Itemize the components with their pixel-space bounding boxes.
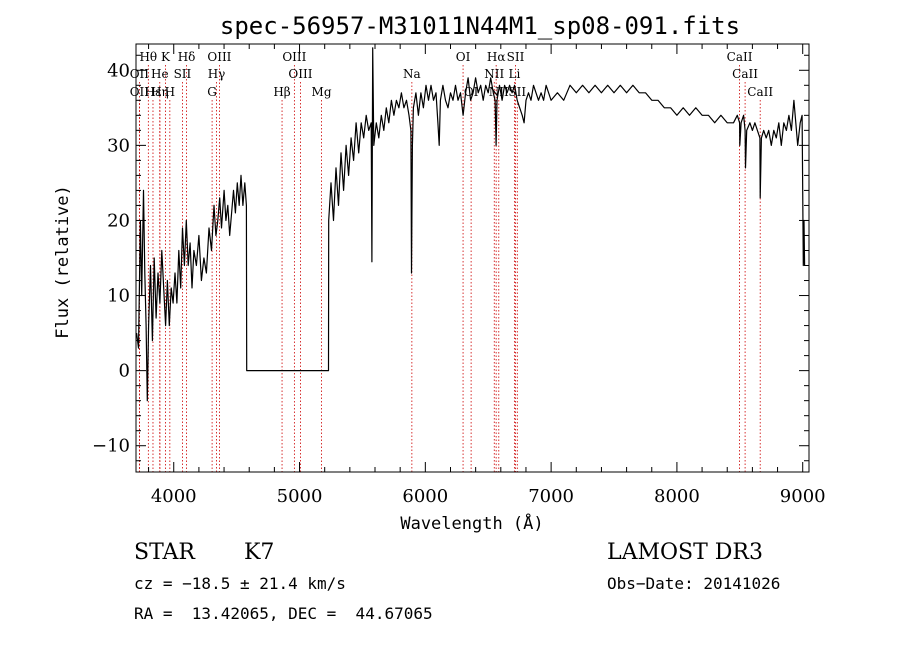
y-tick-label: 30 [107, 135, 130, 156]
line-label: Hε [145, 85, 162, 99]
line-label: OII [130, 67, 150, 81]
line-label: SII [508, 85, 526, 99]
y-tick-labels: −10 0 10 20 30 40 [92, 60, 130, 456]
redshift-cz: cz = −18.5 ± 21.4 km/s [134, 574, 346, 593]
line-label: NII [484, 67, 504, 81]
x-tick-label: 4000 [151, 486, 197, 507]
ra-dec: RA = 13.42065, DEC = 44.67065 [134, 604, 433, 623]
line-label: SII [174, 67, 192, 81]
line-label: OIII [207, 50, 231, 64]
y-tick-label: 0 [119, 361, 130, 382]
line-label: Hθ [139, 50, 157, 64]
line-label: Na [403, 67, 421, 81]
line-label: He [151, 67, 169, 81]
line-label: Hβ [273, 85, 290, 99]
line-label: Hη [151, 85, 169, 99]
line-label: Li [508, 67, 520, 81]
line-label: CaII [732, 67, 758, 81]
line-label: Hγ [208, 67, 226, 81]
line-label: CaII [747, 85, 773, 99]
line-label: G [207, 85, 217, 99]
y-tick-label: 10 [107, 286, 130, 307]
line-label: Hα [487, 50, 506, 64]
chart-title: spec-56957-M31011N44M1_sp08-091.fits [220, 12, 740, 40]
survey-name: LAMOST DR3 [607, 540, 763, 565]
line-label: H [165, 85, 175, 99]
line-label: OIII [282, 50, 306, 64]
plot-frame [135, 43, 810, 473]
y-tick-label: −10 [92, 436, 130, 457]
line-label: OI [464, 85, 479, 99]
x-tick-label: 7000 [528, 486, 574, 507]
line-label: Mg [312, 85, 332, 99]
x-tick-labels: 4000 5000 6000 7000 8000 9000 [151, 486, 826, 507]
line-label: SII [507, 50, 525, 64]
spectrum-line [136, 47, 806, 402]
line-label: OI [456, 50, 471, 64]
y-tick-label: 40 [107, 60, 130, 81]
axis-ticks [136, 44, 809, 472]
line-label: OIII [288, 67, 312, 81]
y-tick-label: 20 [107, 210, 130, 231]
x-tick-label: 9000 [780, 486, 826, 507]
line-label: OII [130, 85, 150, 99]
x-tick-label: 8000 [654, 486, 700, 507]
line-label: K [161, 50, 171, 64]
object-subclass: K7 [244, 540, 275, 565]
x-axis-label: Wavelength (Å) [400, 512, 543, 534]
x-tick-label: 5000 [277, 486, 323, 507]
line-label: CaII [727, 50, 753, 64]
x-tick-label: 6000 [402, 486, 448, 507]
line-label: Hδ [178, 50, 196, 64]
obs-date: Obs−Date: 20141026 [607, 574, 781, 593]
y-axis-label: Flux (relative) [53, 185, 73, 339]
object-class: STAR [134, 540, 195, 565]
line-markers [138, 65, 761, 472]
